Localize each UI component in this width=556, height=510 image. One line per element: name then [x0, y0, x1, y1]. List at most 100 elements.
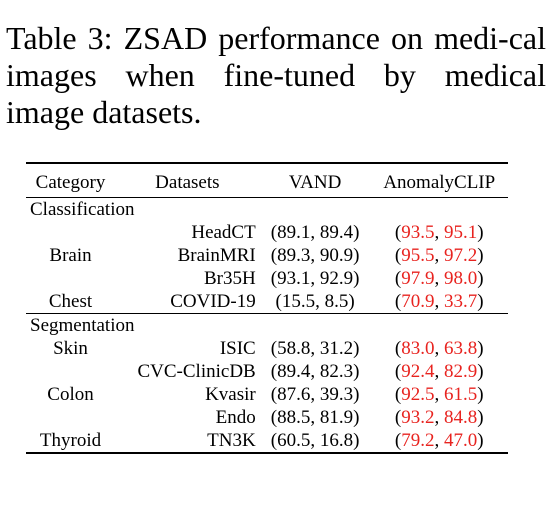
vand-cell: (88.5, 81.9) [270, 407, 360, 428]
anomalyclip-score-2: 84.8 [444, 407, 478, 428]
vand-cell: (87.6, 39.3) [270, 384, 360, 405]
vand-cell: (89.4, 82.3) [270, 361, 360, 382]
paren-open: ( [394, 245, 402, 266]
paren-open: ( [394, 407, 402, 428]
paren-open: ( [394, 268, 402, 289]
anomalyclip-score-2: 33.7 [444, 291, 478, 312]
anomalyclip-score-1: 95.5 [401, 245, 435, 266]
score-separator: , [434, 222, 444, 243]
paren-open: ( [394, 338, 402, 359]
table-row: Brain BrainMRI (89.3, 90.9) (95.5, 97.2) [26, 244, 508, 267]
paren-close: ) [477, 291, 484, 312]
vand-cell: (89.1, 89.4) [270, 222, 360, 243]
dataset-cell: COVID-19 [170, 291, 256, 312]
table-caption: Table 3: ZSAD performance on medi-cal im… [6, 20, 546, 130]
category-cell [26, 221, 115, 244]
table-body: Classification HeadCT (89.1, 89.4) (93.5, 9… [26, 197, 508, 454]
vand-cell: (60.5, 16.8) [259, 429, 371, 454]
table-row: CVC-ClinicDB (89.4, 82.3) (92.4, 82.9) [26, 360, 508, 383]
table-row: Chest COVID-19 (15.5, 8.5) (70.9, 33.7) [26, 290, 508, 314]
table-row: Thyroid TN3K (60.5, 16.8) (79.2, 47.0) [26, 429, 508, 454]
anomalyclip-score-2: 97.2 [444, 245, 478, 266]
paren-close: ) [477, 361, 484, 382]
anomalyclip-score-1: 79.2 [401, 430, 435, 451]
dataset-cell: Br35H [203, 268, 256, 289]
paren-close: ) [477, 338, 484, 359]
anomalyclip-cell: (70.9, 33.7) [371, 290, 508, 314]
anomalyclip-score-1: 83.0 [401, 338, 435, 359]
anomalyclip-score-2: 95.1 [444, 222, 478, 243]
dataset-cell: TN3K [115, 429, 260, 454]
paren-close: ) [477, 384, 484, 405]
dataset-cell: ISIC [219, 338, 256, 359]
anomalyclip-score-2: 82.9 [444, 361, 478, 382]
anomalyclip-score-1: 93.5 [401, 222, 435, 243]
anomalyclip-cell: (97.9, 98.0) [371, 267, 508, 290]
paren-close: ) [477, 222, 484, 243]
score-separator: , [434, 245, 444, 266]
dataset-cell: BrainMRI [177, 245, 256, 266]
category-cell: Colon [47, 384, 94, 405]
score-separator: , [434, 361, 444, 382]
score-separator: , [434, 430, 444, 451]
category-cell [26, 406, 115, 429]
paren-close: ) [477, 407, 484, 428]
anomalyclip-score-2: 63.8 [444, 338, 478, 359]
anomalyclip-cell: (93.2, 84.8) [371, 406, 508, 429]
anomalyclip-cell: (92.4, 82.9) [371, 360, 508, 383]
vand-cell: (15.5, 8.5) [275, 291, 355, 312]
anomalyclip-cell: (93.5, 95.1) [371, 221, 508, 244]
score-separator: , [434, 338, 444, 359]
header-category: Category [35, 172, 106, 193]
header-datasets: Datasets [155, 172, 220, 193]
paren-open: ( [394, 384, 402, 405]
category-cell: Brain [49, 245, 92, 266]
paren-open: ( [394, 430, 402, 451]
vand-cell: (93.1, 92.9) [270, 268, 360, 289]
section-title: Classification [26, 197, 508, 221]
vand-cell: (58.8, 31.2) [270, 338, 360, 359]
anomalyclip-cell: (83.0, 63.8) [371, 337, 508, 360]
anomalyclip-score-1: 92.5 [401, 384, 435, 405]
paren-open: ( [394, 222, 402, 243]
category-cell: Skin [53, 338, 88, 359]
vand-cell: (89.3, 90.9) [270, 245, 360, 266]
anomalyclip-score-2: 47.0 [444, 430, 478, 451]
anomalyclip-cell: (95.5, 97.2) [371, 244, 508, 267]
paren-close: ) [477, 268, 484, 289]
table-row: Br35H (93.1, 92.9) (97.9, 98.0) [26, 267, 508, 290]
anomalyclip-score-1: 70.9 [401, 291, 435, 312]
category-cell [26, 267, 115, 290]
results-table: Category Datasets VAND AnomalyCLIP Class… [26, 162, 508, 454]
section-header-row: Classification [26, 197, 508, 221]
anomalyclip-score-2: 98.0 [444, 268, 478, 289]
paren-open: ( [394, 361, 402, 382]
header-anomalyclip: AnomalyCLIP [383, 172, 496, 193]
dataset-cell: CVC-ClinicDB [137, 361, 256, 382]
paren-close: ) [477, 430, 484, 451]
table-row: Skin ISIC (58.8, 31.2) (83.0, 63.8) [26, 337, 508, 360]
section-header-row: Segmentation [26, 313, 508, 337]
anomalyclip-score-1: 92.4 [401, 361, 435, 382]
score-separator: , [434, 407, 444, 428]
table-row: HeadCT (89.1, 89.4) (93.5, 95.1) [26, 221, 508, 244]
category-cell [26, 360, 115, 383]
paren-close: ) [477, 245, 484, 266]
dataset-cell: Endo [215, 407, 256, 428]
section-title: Segmentation [26, 313, 508, 337]
category-cell: Thyroid [26, 429, 116, 454]
anomalyclip-score-2: 61.5 [444, 384, 478, 405]
score-separator: , [434, 291, 444, 312]
score-separator: , [434, 384, 444, 405]
dataset-cell: HeadCT [191, 222, 256, 243]
dataset-cell: Kvasir [205, 384, 256, 405]
anomalyclip-score-1: 93.2 [401, 407, 435, 428]
table-row: Endo (88.5, 81.9) (93.2, 84.8) [26, 406, 508, 429]
header-vand: VAND [288, 172, 342, 193]
category-cell: Chest [48, 291, 93, 312]
anomalyclip-cell: (92.5, 61.5) [371, 383, 508, 406]
table-row: Colon Kvasir (87.6, 39.3) (92.5, 61.5) [26, 383, 508, 406]
score-separator: , [434, 268, 444, 289]
anomalyclip-cell: (79.2, 47.0) [370, 429, 508, 454]
paren-open: ( [394, 291, 402, 312]
